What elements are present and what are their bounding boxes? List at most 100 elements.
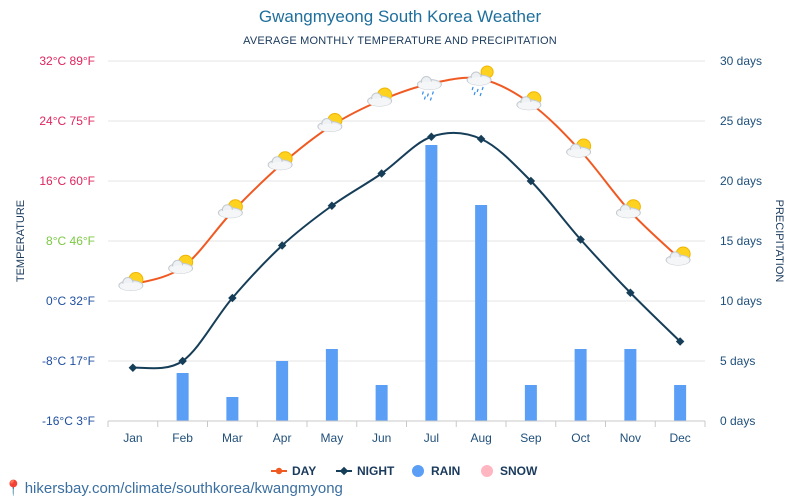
x-tick-label: Jun xyxy=(372,431,391,445)
legend-item-snow: SNOW xyxy=(481,464,538,478)
night-point xyxy=(675,337,685,346)
partly-sunny-icon xyxy=(317,113,343,132)
rain-bar xyxy=(176,373,189,421)
rain-bar xyxy=(425,145,438,421)
partly-sunny-icon xyxy=(566,138,592,158)
night-point xyxy=(476,134,486,144)
raindrop xyxy=(421,91,424,95)
legend-label: NIGHT xyxy=(357,464,395,478)
night-line xyxy=(132,131,681,370)
source-url: hikersbay.com/climate/southkorea/kwangmy… xyxy=(24,480,343,497)
raindrop xyxy=(471,86,474,91)
y-right-tick-label: 10 days xyxy=(720,294,762,308)
rain-bars xyxy=(176,145,687,421)
raindrop xyxy=(429,97,432,101)
x-tick-label: May xyxy=(321,431,344,445)
weather-icons xyxy=(118,65,691,291)
y-right-axis-title: PRECIPITATION xyxy=(773,200,785,283)
x-tick-label: Oct xyxy=(571,431,590,445)
night-point xyxy=(377,169,386,178)
sun-rain-cloud-icon xyxy=(466,65,494,97)
raindrop xyxy=(473,91,476,96)
legend: DAY NIGHT RAIN SNOW xyxy=(271,464,538,478)
raindrop xyxy=(423,96,426,100)
raindrop xyxy=(476,88,479,93)
y-left-tick-label: 24°C 75°F xyxy=(39,114,95,128)
legend-item-night: NIGHT xyxy=(336,464,395,478)
partly-sunny-icon xyxy=(665,246,691,266)
x-tick-label: Nov xyxy=(620,431,641,445)
cloud-shape xyxy=(318,123,341,132)
partly-sunny-icon xyxy=(217,199,243,219)
x-tick-label: Jul xyxy=(424,431,439,445)
cloud-shape xyxy=(169,265,192,274)
night-point xyxy=(277,241,287,250)
y-right-tick-label: 25 days xyxy=(720,114,762,128)
y-left-axis-title: TEMPERATURE xyxy=(15,200,27,282)
partly-sunny-icon xyxy=(615,199,641,219)
rain-bar xyxy=(624,349,637,421)
cloud-shape xyxy=(617,209,640,218)
night-point xyxy=(128,363,138,372)
cloud-shape xyxy=(269,161,292,170)
y-right-tick-label: 15 days xyxy=(720,234,762,248)
legend-marker xyxy=(275,467,283,475)
rain-bar xyxy=(524,385,537,421)
night-point xyxy=(228,293,237,303)
cloud-shape xyxy=(219,209,242,218)
rain-bar xyxy=(674,385,687,421)
rain-bar xyxy=(375,385,388,421)
rain-bar xyxy=(276,361,289,421)
night-point xyxy=(427,132,436,141)
legend-marker xyxy=(339,466,349,476)
legend-label: DAY xyxy=(292,464,316,478)
grid-lines xyxy=(108,60,705,422)
y-left-tick-label: 16°C 60°F xyxy=(39,174,95,188)
night-point xyxy=(626,288,635,297)
source-link[interactable]: 📍 hikersbay.com/climate/southkorea/kwangm… xyxy=(4,479,343,497)
raindrop xyxy=(481,86,484,91)
x-tick-label: Mar xyxy=(222,431,243,445)
raindrop xyxy=(479,92,482,97)
cloud-shape xyxy=(368,98,391,106)
legend-item-day: DAY xyxy=(271,464,316,478)
rain-cloud-icon xyxy=(416,76,442,101)
y-right-tick-label: 5 days xyxy=(720,354,755,368)
legend-marker xyxy=(412,465,424,477)
y-left-tick-label: 32°C 89°F xyxy=(39,54,95,68)
x-tick-label: Dec xyxy=(669,431,690,445)
cloud-shape xyxy=(119,282,142,291)
legend-label: SNOW xyxy=(500,464,538,478)
y-left-tick-label: 8°C 46°F xyxy=(46,234,95,248)
cloud-shape xyxy=(567,149,590,157)
map-pin-icon: 📍 xyxy=(4,480,23,497)
partly-sunny-icon xyxy=(516,91,542,111)
cloud-shape xyxy=(468,77,491,85)
x-tick-label: Jan xyxy=(123,431,142,445)
partly-sunny-icon xyxy=(367,87,393,107)
x-tick-label: Sep xyxy=(520,431,542,445)
cloud-shape xyxy=(418,81,441,90)
y-left-tick-label: -8°C 17°F xyxy=(42,354,95,368)
raindrop xyxy=(426,93,429,97)
x-tick-label: Feb xyxy=(172,431,193,445)
cloud-shape xyxy=(667,257,690,265)
night-point xyxy=(327,201,337,210)
legend-marker xyxy=(481,465,493,477)
night-point xyxy=(178,356,187,366)
rain-bar xyxy=(574,349,587,421)
rain-bar xyxy=(475,205,488,421)
partly-sunny-icon xyxy=(267,151,293,171)
legend-label: RAIN xyxy=(431,464,460,478)
raindrop xyxy=(431,91,434,95)
temperature-lines xyxy=(128,76,685,372)
y-right-tick-label: 30 days xyxy=(720,54,762,68)
cloud-shape xyxy=(517,101,540,110)
y-right-tick-label: 20 days xyxy=(720,174,762,188)
x-tick-label: Aug xyxy=(470,431,491,445)
legend-item-rain: RAIN xyxy=(412,464,460,478)
x-tick-label: Apr xyxy=(273,431,292,445)
partly-sunny-icon xyxy=(168,254,194,274)
axes: 32°C 89°F 24°C 75°F 16°C 60°F 8°C 46°F 0°C 3… xyxy=(15,54,785,445)
rain-bar xyxy=(325,349,338,421)
